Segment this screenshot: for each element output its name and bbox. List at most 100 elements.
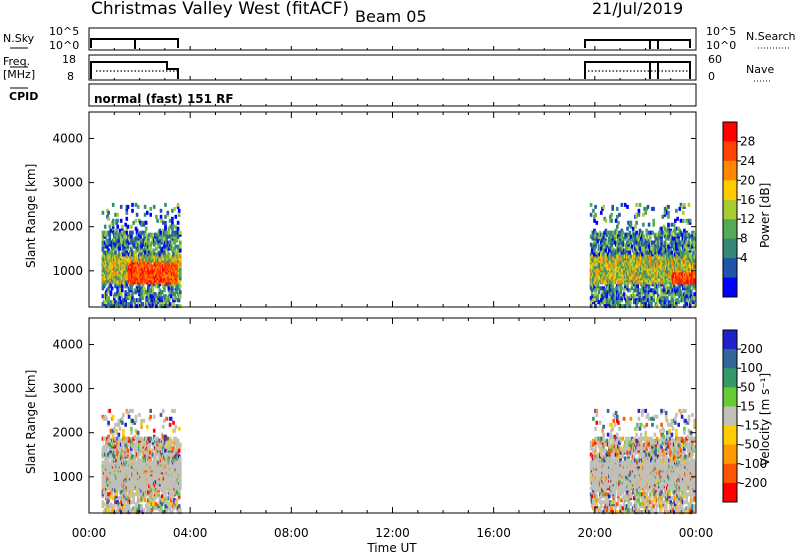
range-cell: [608, 248, 611, 253]
range-cell: [169, 236, 173, 241]
range-cell: [150, 248, 154, 253]
range-cell: [109, 290, 113, 295]
range-cell: [127, 302, 131, 307]
range-cell: [171, 220, 174, 225]
range-cell: [130, 234, 133, 239]
range-cell: [679, 290, 683, 295]
freq-dropouts: [649, 62, 659, 79]
y-tick-label: 3000: [52, 176, 83, 190]
range-cell: [602, 240, 605, 245]
range-cell: [672, 294, 676, 299]
range-cell: [173, 292, 176, 297]
range-cell: [631, 226, 635, 231]
range-cell: [169, 294, 173, 299]
range-cell: [629, 224, 633, 229]
range-cell: [132, 220, 135, 225]
range-cell: [610, 242, 613, 247]
range-cell: [647, 284, 651, 289]
range-cell: [179, 270, 182, 275]
range-cell: [635, 304, 638, 309]
range-cell: [122, 428, 125, 433]
range-cell: [160, 234, 164, 239]
colorbar-swatch: [723, 180, 737, 201]
range-cell: [642, 212, 645, 217]
range-cell: [613, 296, 617, 301]
range-cell: [603, 288, 606, 293]
range-cell: [109, 228, 113, 233]
range-cell: [110, 492, 114, 497]
range-cell: [674, 226, 677, 231]
range-cell: [677, 300, 680, 305]
range-cell: [179, 230, 182, 235]
power-xticks: [88, 112, 697, 307]
range-cell: [130, 500, 133, 505]
freq-tick-top: 18: [62, 53, 76, 66]
range-cell: [149, 436, 152, 441]
range-cell: [135, 304, 139, 309]
range-cell: [667, 204, 670, 209]
range-cell: [635, 230, 638, 235]
range-cell: [634, 224, 637, 229]
range-cell: [151, 286, 155, 291]
range-cell: [685, 302, 688, 307]
colorbar-tick-label: 12: [740, 212, 755, 226]
range-cell: [130, 224, 133, 229]
range-cell: [171, 208, 174, 213]
range-cell: [672, 236, 676, 241]
range-cell: [152, 248, 156, 253]
range-cell: [630, 244, 634, 249]
range-cell: [105, 304, 108, 309]
range-cell: [590, 288, 594, 293]
range-cell: [176, 234, 180, 239]
range-cell: [174, 244, 178, 249]
range-cell: [124, 422, 127, 427]
range-cell: [693, 242, 696, 247]
range-cell: [634, 294, 637, 299]
range-cell: [594, 212, 597, 217]
range-cell: [140, 492, 143, 497]
nsky-tick-top: 10^5: [49, 25, 79, 38]
beam-label: Beam 05: [355, 7, 427, 26]
range-cell: [179, 284, 182, 289]
range-cell: [172, 252, 175, 257]
range-cell: [138, 412, 141, 417]
range-cell: [596, 294, 600, 299]
range-cell: [126, 410, 130, 415]
range-cell: [611, 204, 614, 209]
range-cell: [641, 252, 644, 257]
range-cell: [635, 220, 638, 225]
range-cell: [111, 414, 115, 419]
range-cell: [134, 414, 138, 419]
range-cell: [683, 228, 686, 233]
range-cell: [693, 292, 696, 297]
colorbar-swatch: [723, 160, 737, 181]
freq-label: Freq.: [3, 55, 30, 68]
range-cell: [144, 232, 148, 237]
range-cell: [141, 302, 145, 307]
range-cell: [151, 232, 155, 237]
range-cell: [125, 230, 129, 235]
range-cell: [589, 202, 593, 207]
range-cell: [140, 504, 143, 509]
range-cell: [647, 244, 651, 249]
range-cell: [173, 206, 176, 211]
range-cell: [647, 222, 651, 227]
range-cell: [616, 214, 619, 219]
range-cell: [629, 300, 633, 305]
range-cell: [174, 296, 178, 301]
colorbar-tick-label: 4: [740, 251, 748, 265]
range-cell: [666, 296, 669, 301]
range-cell: [149, 232, 152, 237]
range-cell: [115, 302, 118, 307]
range-cell: [604, 304, 608, 309]
range-cell: [626, 204, 629, 209]
colorbar-frame: [722, 121, 738, 298]
colorbar-swatch: [723, 277, 737, 298]
range-cell: [675, 208, 678, 213]
range-cell: [616, 206, 619, 211]
range-cell: [155, 304, 158, 309]
range-cell: [116, 218, 119, 223]
range-cell: [670, 222, 674, 227]
range-cell: [115, 240, 118, 245]
range-cell: [110, 504, 114, 509]
